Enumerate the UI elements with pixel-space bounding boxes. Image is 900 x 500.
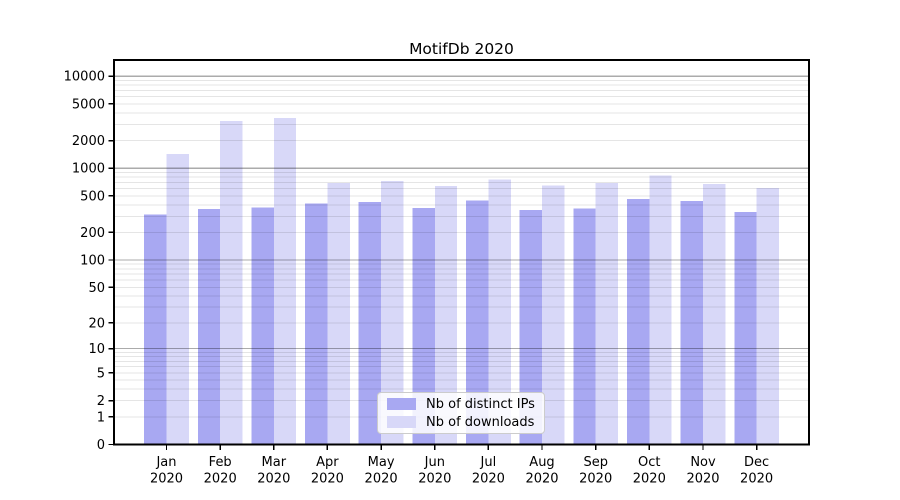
y-tick-label: 1000 bbox=[72, 162, 105, 177]
bar-jan-nb-of-downloads bbox=[166, 154, 189, 445]
x-tick-label: Feb 2020 bbox=[204, 455, 237, 487]
y-tick-label: 20 bbox=[88, 316, 105, 331]
legend-swatch-nb-of-downloads bbox=[387, 416, 416, 428]
bar-may-nb-of-distinct-ips bbox=[358, 202, 382, 445]
bar-mar-nb-of-distinct-ips bbox=[251, 207, 274, 445]
y-tick-label: 5 bbox=[97, 366, 105, 381]
bar-jul-nb-of-downloads bbox=[488, 179, 511, 445]
bar-jun-nb-of-distinct-ips bbox=[412, 208, 435, 445]
y-tick-label: 5000 bbox=[72, 97, 105, 112]
x-tick-label: Jun 2020 bbox=[418, 455, 451, 487]
bar-oct-nb-of-distinct-ips bbox=[626, 199, 650, 445]
bar-apr-nb-of-downloads bbox=[327, 182, 350, 445]
x-tick-label: Apr 2020 bbox=[311, 455, 344, 487]
bar-aug-nb-of-downloads bbox=[542, 185, 565, 445]
bar-dec-nb-of-downloads bbox=[756, 187, 779, 445]
x-tick-label: Oct 2020 bbox=[633, 455, 666, 487]
chart-title: MotifDb 2020 bbox=[409, 40, 514, 58]
bar-oct-nb-of-downloads bbox=[649, 175, 672, 445]
y-tick-label: 50 bbox=[88, 281, 105, 296]
bar-jun-nb-of-downloads bbox=[434, 185, 458, 445]
legend-item-nb-of-distinct-ips: Nb of distinct IPs bbox=[387, 397, 535, 412]
x-tick-label: Dec 2020 bbox=[740, 455, 773, 487]
x-tick-label: Nov 2020 bbox=[686, 455, 719, 487]
bar-jan-nb-of-distinct-ips bbox=[144, 214, 167, 445]
bar-dec-nb-of-distinct-ips bbox=[734, 212, 757, 445]
bar-nov-nb-of-distinct-ips bbox=[680, 200, 703, 445]
y-tick-label: 2000 bbox=[72, 134, 105, 149]
bar-sep-nb-of-distinct-ips bbox=[573, 208, 596, 445]
legend: Nb of distinct IPs Nb of downloads bbox=[377, 392, 545, 434]
y-tick-label: 10 bbox=[88, 342, 105, 357]
plot-border bbox=[113, 59, 810, 446]
x-tick-label: Sep 2020 bbox=[579, 455, 612, 487]
x-tick-label: Mar 2020 bbox=[257, 455, 290, 487]
x-tick-label: Jan 2020 bbox=[150, 455, 183, 487]
y-tick-label: 0 bbox=[97, 438, 105, 453]
y-tick-label: 100 bbox=[80, 254, 105, 269]
bar-apr-nb-of-distinct-ips bbox=[305, 203, 328, 445]
legend-swatch-nb-of-distinct-ips bbox=[387, 398, 416, 410]
bar-mar-nb-of-downloads bbox=[273, 117, 297, 445]
bar-feb-nb-of-downloads bbox=[220, 120, 243, 445]
y-tick-label: 10000 bbox=[64, 70, 105, 85]
bar-may-nb-of-downloads bbox=[381, 180, 404, 445]
bar-nov-nb-of-downloads bbox=[703, 183, 726, 445]
x-tick-label: Aug 2020 bbox=[525, 455, 558, 487]
y-tick-label: 1 bbox=[97, 410, 105, 425]
y-tick-label: 2 bbox=[97, 394, 105, 409]
x-tick-label: Jul 2020 bbox=[472, 455, 505, 487]
legend-label: Nb of downloads bbox=[426, 414, 535, 430]
legend-item-nb-of-downloads: Nb of downloads bbox=[387, 415, 535, 430]
y-tick-label: 200 bbox=[80, 226, 105, 241]
bar-sep-nb-of-downloads bbox=[595, 183, 619, 445]
bar-jul-nb-of-distinct-ips bbox=[466, 200, 489, 445]
legend-label: Nb of distinct IPs bbox=[426, 396, 535, 412]
bar-aug-nb-of-distinct-ips bbox=[519, 209, 542, 445]
bar-feb-nb-of-distinct-ips bbox=[197, 208, 221, 445]
y-tick-label: 500 bbox=[80, 189, 105, 204]
x-tick-label: May 2020 bbox=[365, 455, 398, 487]
